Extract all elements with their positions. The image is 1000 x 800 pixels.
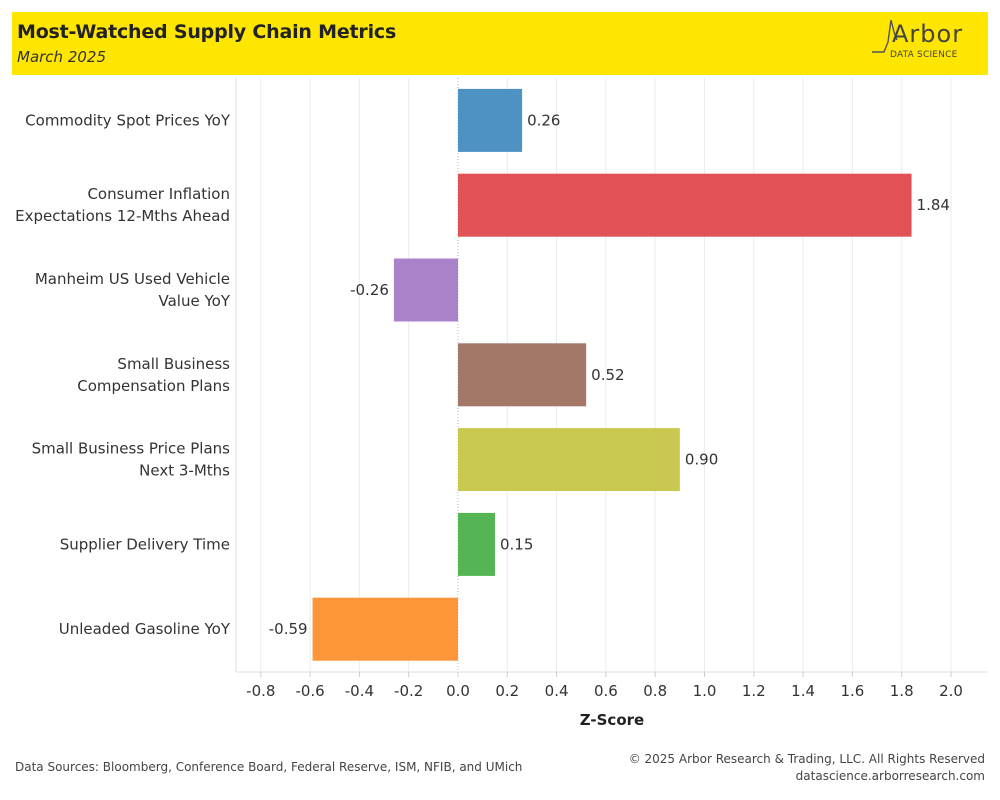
bar-value-label: -0.59 [269, 620, 308, 638]
bar-value-label: 0.90 [685, 451, 718, 469]
bar-value-label: 0.15 [500, 535, 533, 553]
chart-subtitle: March 2025 [17, 48, 106, 66]
x-tick-label: 0.6 [594, 682, 618, 700]
x-tick-label: 1.4 [791, 682, 815, 700]
data-sources: Data Sources: Bloomberg, Conference Boar… [15, 760, 523, 774]
category-label: Compensation Plans [77, 377, 230, 395]
x-tick-label: 0.0 [446, 682, 470, 700]
bar [458, 343, 587, 407]
bar [393, 258, 458, 322]
category-label: Value YoY [159, 292, 231, 310]
footer-credits: © 2025 Arbor Research & Trading, LLC. Al… [629, 751, 985, 785]
category-label: Next 3-Mths [139, 462, 230, 480]
logo-wordmark: Arbor [892, 20, 964, 48]
bar-value-label: -0.26 [350, 281, 389, 299]
bar-value-label: 1.84 [917, 196, 950, 214]
category-label: Manheim US Used Vehicle [35, 270, 230, 288]
x-tick-label: 0.4 [545, 682, 569, 700]
x-tick-label: -0.2 [394, 682, 423, 700]
bar [458, 512, 495, 576]
x-tick-label: 0.8 [643, 682, 667, 700]
x-tick-label: 1.2 [742, 682, 766, 700]
x-tick-label: 1.8 [890, 682, 914, 700]
x-tick-label: -0.6 [295, 682, 324, 700]
x-tick-label: 1.6 [840, 682, 864, 700]
x-tick-label: -0.4 [345, 682, 374, 700]
website-link[interactable]: datascience.arborresearch.com [795, 769, 985, 783]
category-label: Expectations 12-Mths Ahead [15, 207, 230, 225]
chart-title: Most-Watched Supply Chain Metrics [17, 21, 397, 43]
logo-mark-icon [872, 20, 898, 53]
x-tick-label: 0.2 [495, 682, 519, 700]
bar [458, 428, 680, 492]
logo-subtitle: DATA SCIENCE [890, 50, 958, 60]
x-tick-label: -0.8 [246, 682, 275, 700]
x-tick-label: 2.0 [939, 682, 963, 700]
bar [458, 88, 523, 152]
category-label: Small Business [117, 355, 230, 373]
category-label: Commodity Spot Prices YoY [25, 111, 231, 129]
header-banner: Most-Watched Supply Chain Metrics March … [12, 12, 988, 75]
copyright-text: © 2025 Arbor Research & Trading, LLC. Al… [628, 752, 985, 766]
bar [458, 173, 912, 237]
bar [312, 597, 458, 661]
category-label: Unleaded Gasoline YoY [59, 620, 231, 638]
bar-value-label: 0.52 [591, 366, 624, 384]
x-axis-title: Z-Score [580, 711, 644, 729]
x-tick-label: 1.0 [693, 682, 717, 700]
category-label: Consumer Inflation [87, 185, 230, 203]
arbor-logo: Arbor DATA SCIENCE [872, 20, 972, 66]
category-label: Small Business Price Plans [32, 440, 231, 458]
category-label: Supplier Delivery Time [60, 535, 230, 553]
bar-value-label: 0.26 [527, 111, 560, 129]
